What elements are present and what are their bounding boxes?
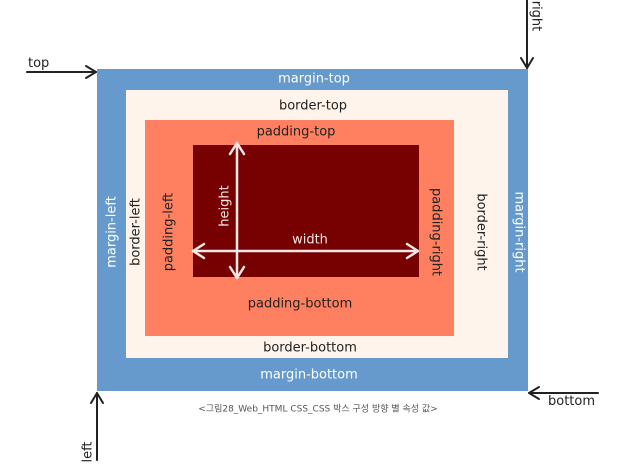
corner-top-label: top [28, 56, 50, 71]
corner-left-label: left [80, 441, 96, 463]
width-label: width [292, 232, 328, 248]
height-label: height [217, 185, 233, 227]
right-pointer-head [520, 57, 534, 69]
content-area [193, 145, 419, 277]
corner-bottom-label: bottom [548, 394, 596, 409]
height-arrow-head-top [228, 141, 246, 156]
bottom-pointer-head [528, 386, 540, 400]
padding-bottom-label: padding-bottom [247, 296, 353, 312]
margin-top-label: margin-top [278, 71, 350, 87]
border-bottom-label: border-bottom [263, 340, 357, 356]
width-arrow-head-left [191, 242, 206, 260]
border-top-label: border-top [278, 98, 348, 114]
height-arrow-head-bottom [228, 265, 246, 280]
corner-right-label: right [528, 0, 544, 32]
padding-top-label: padding-top [256, 124, 336, 140]
top-pointer-head [85, 65, 97, 79]
figure-caption: <그림28_Web_HTML CSS_CSS 박스 구성 방향 별 속성 값> [198, 404, 438, 415]
margin-bottom-label: margin-bottom [260, 367, 358, 383]
left-pointer-head [90, 392, 104, 404]
width-arrow-head-right [405, 242, 420, 260]
